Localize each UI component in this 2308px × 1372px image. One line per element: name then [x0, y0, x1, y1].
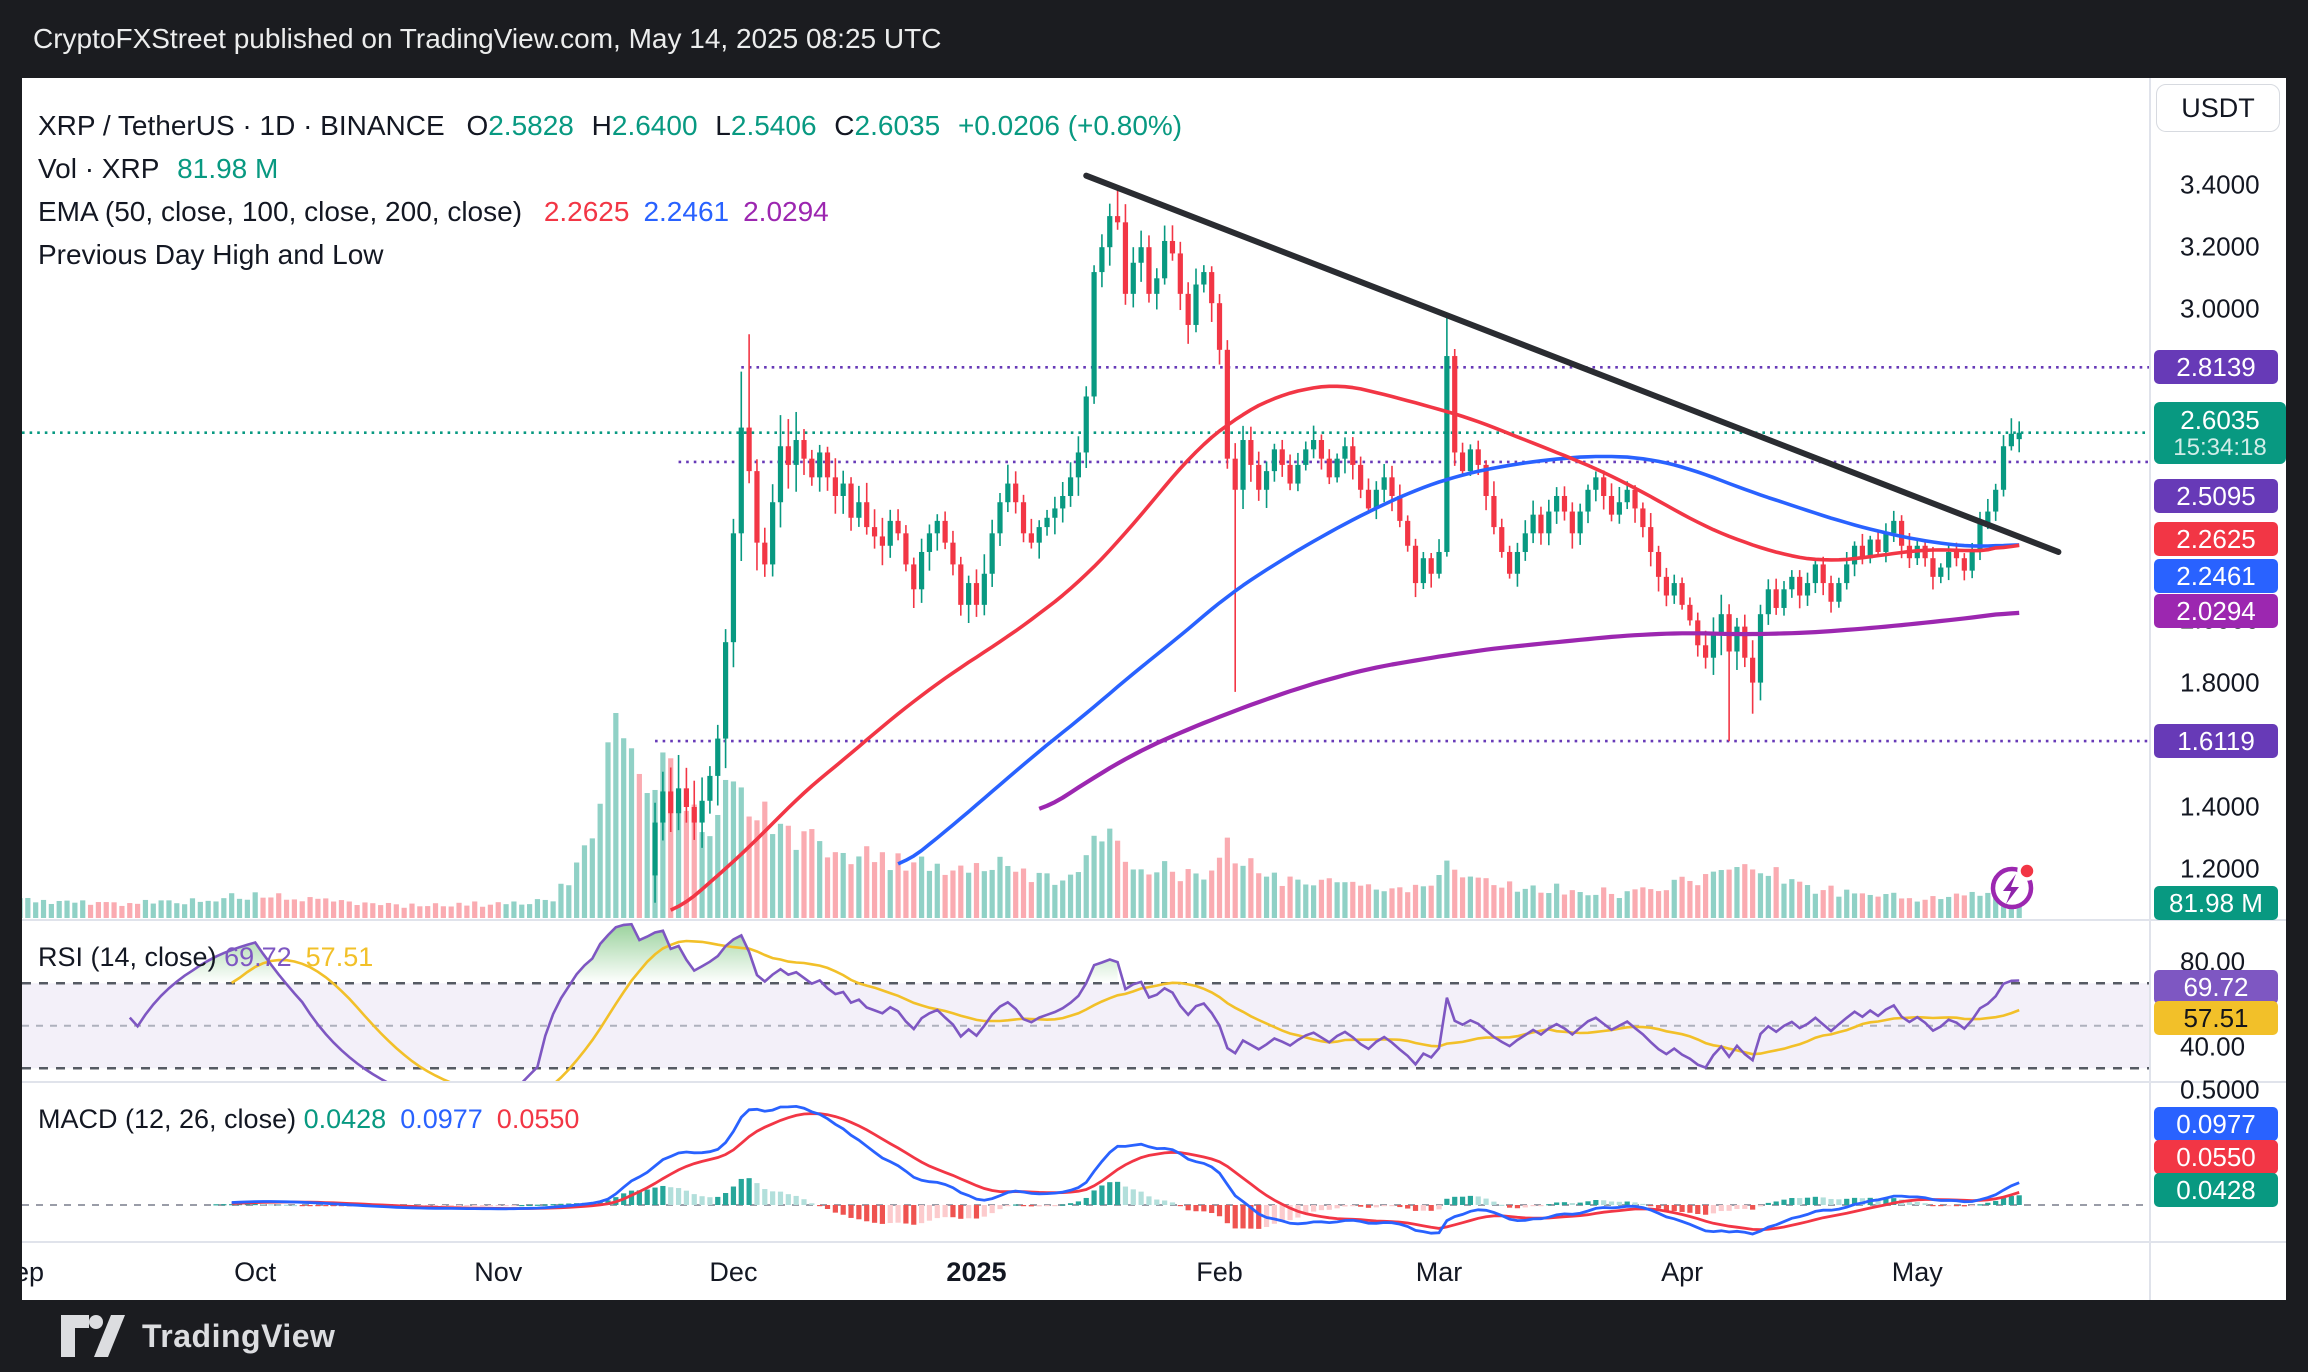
- ema-legend-row: EMA (50, close, 100, close, 200, close) …: [38, 190, 1182, 233]
- open-label: O: [466, 110, 489, 141]
- close-value: 2.6035: [854, 110, 941, 141]
- ema-values: 2.2625 2.2461 2.0294: [544, 196, 843, 227]
- time-label-Apr: Apr: [1661, 1257, 1704, 1287]
- axis-tick: 1.8000: [2180, 667, 2260, 698]
- publish-text: CryptoFXStreet published on TradingView.…: [33, 23, 942, 54]
- symbol-legend-row: XRP / TetherUS · 1D · BINANCE O2.5828 H2…: [38, 104, 1182, 147]
- prevday-label: Previous Day High and Low: [38, 239, 384, 270]
- low-label: L: [715, 110, 731, 141]
- change-value: +0.0206 (+0.80%): [957, 110, 1183, 141]
- macd-legend-row: MACD (12, 26, close) 0.0428 0.0977 0.0550: [38, 1099, 593, 1139]
- indicator-value: 2.2461: [643, 196, 730, 227]
- time-label-Dec: Dec: [709, 1257, 758, 1287]
- chart-panel[interactable]: XRP / TetherUS · 1D · BINANCE O2.5828 H2…: [22, 78, 2286, 1300]
- volume-bars: [22, 713, 2022, 918]
- macd-values: 0.0428 0.0977 0.0550: [304, 1104, 594, 1134]
- axis-badge: 1.6119: [2154, 724, 2278, 758]
- time-label-Oct: Oct: [234, 1257, 277, 1287]
- axis-badge: 2.0294: [2154, 594, 2278, 628]
- time-label-Nov: Nov: [474, 1257, 523, 1287]
- rsi-values: 69.72 57.51: [224, 942, 387, 972]
- axis-tick: 3.2000: [2180, 231, 2260, 262]
- indicator-value: 0.0550: [496, 1104, 580, 1134]
- close-label: C: [834, 110, 855, 141]
- descending-trendline: [1083, 172, 2062, 555]
- axis-badge: 69.72: [2154, 970, 2278, 1004]
- macd-label: MACD (12, 26, close): [38, 1104, 297, 1134]
- axis-badge: 0.0550: [2154, 1140, 2278, 1174]
- rsi-plot: [128, 922, 2020, 1082]
- prevday-legend-row: Previous Day High and Low: [38, 233, 1182, 276]
- volume-label: Vol · XRP: [38, 153, 160, 184]
- axis-badge: 2.2625: [2154, 522, 2278, 556]
- rsi-label: RSI (14, close): [38, 942, 217, 972]
- axis-badge: 2.5095: [2154, 479, 2278, 513]
- axis-badge: 2.8139: [2154, 350, 2278, 384]
- indicator-value: 69.72: [224, 942, 292, 972]
- last-price: 2.6035: [2180, 405, 2260, 435]
- axis-tick: 3.0000: [2180, 293, 2260, 324]
- footer-brand: TradingView: [142, 1317, 336, 1354]
- axis-badge: 0.0977: [2154, 1107, 2278, 1141]
- axis-badge: 2.2461: [2154, 559, 2278, 593]
- flash-order-icon[interactable]: [1990, 861, 2037, 910]
- time-label-Feb: Feb: [1196, 1257, 1243, 1287]
- macd-plot: [213, 1104, 2022, 1236]
- indicator-value: 0.0977: [400, 1104, 483, 1134]
- legend-block: XRP / TetherUS · 1D · BINANCE O2.5828 H2…: [38, 104, 1182, 276]
- volume-legend-row: Vol · XRP 81.98 M: [38, 147, 1182, 190]
- rsi-legend-row: RSI (14, close) 69.72 57.51: [38, 937, 387, 977]
- currency-label: USDT: [2181, 92, 2255, 123]
- axis-badge: 57.51: [2154, 1001, 2278, 1035]
- indicator-value: 2.0294: [743, 196, 829, 227]
- axis-badge: 0.0428: [2154, 1173, 2278, 1207]
- time-label-May: May: [1891, 1257, 1943, 1287]
- ema-label: EMA (50, close, 100, close, 200, close): [38, 196, 523, 227]
- indicator-value: 2.2625: [543, 196, 630, 227]
- axis-tick: 40.00: [2180, 1031, 2246, 1062]
- axis-tick: 1.2000: [2180, 853, 2260, 884]
- footer-bar: TradingView: [0, 1300, 2308, 1372]
- time-label-Sep: Sep: [22, 1257, 45, 1287]
- open-value: 2.5828: [488, 110, 574, 141]
- axis-tick: 3.4000: [2180, 169, 2260, 200]
- time-label-Mar: Mar: [1415, 1257, 1463, 1287]
- candles: [652, 185, 2022, 903]
- currency-button[interactable]: USDT: [2156, 84, 2280, 132]
- price-chart-canvas[interactable]: [22, 78, 2286, 1300]
- axis-badge: 81.98 M: [2154, 886, 2278, 920]
- publish-bar: CryptoFXStreet published on TradingView.…: [0, 0, 2308, 78]
- time-label-2025: 2025: [946, 1257, 1007, 1287]
- tradingview-logo-icon: [61, 1315, 125, 1357]
- bar-countdown: 15:34:18: [2173, 434, 2267, 461]
- last-price-badge: 2.6035 15:34:18: [2154, 402, 2286, 464]
- indicator-value: 57.51: [305, 942, 374, 972]
- axis-tick: 0.5000: [2180, 1074, 2260, 1105]
- low-value: 2.5406: [730, 110, 817, 141]
- axis-tick: 1.4000: [2180, 791, 2260, 822]
- high-value: 2.6400: [611, 110, 698, 141]
- volume-value: 81.98 M: [177, 153, 279, 184]
- high-label: H: [591, 110, 612, 141]
- symbol-title: XRP / TetherUS · 1D · BINANCE: [38, 110, 445, 141]
- indicator-value: 0.0428: [303, 1104, 387, 1134]
